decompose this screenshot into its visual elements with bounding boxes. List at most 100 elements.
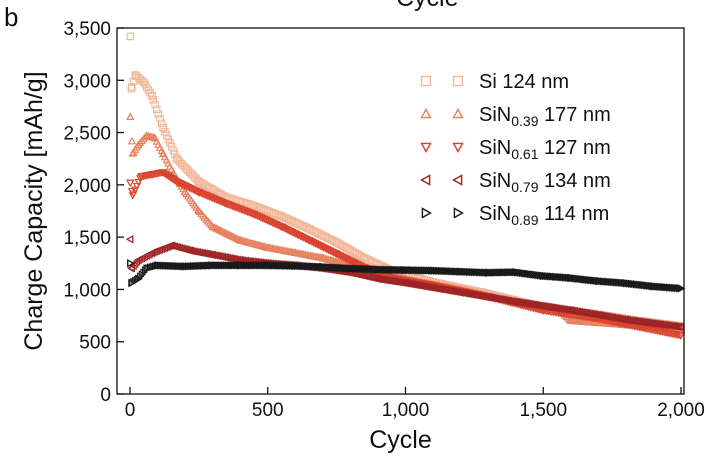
data-point (264, 261, 273, 270)
data-point (140, 78, 148, 87)
data-point (220, 228, 229, 236)
data-point (151, 100, 159, 109)
data-point (429, 266, 438, 275)
data-point (171, 150, 179, 159)
legend-marker (452, 75, 464, 87)
data-point (292, 261, 300, 271)
legend-marker (420, 75, 432, 87)
data-point (154, 261, 162, 270)
data-point (401, 279, 409, 288)
data-point (142, 131, 151, 139)
data-point (305, 225, 313, 233)
data-point (128, 149, 137, 157)
data-point (263, 243, 272, 251)
data-point (181, 262, 190, 271)
data-point (126, 112, 135, 120)
data-point (237, 261, 245, 270)
y-tick-label: 0 (100, 385, 111, 406)
data-point (456, 288, 464, 297)
data-point (277, 212, 286, 220)
data-point (194, 206, 204, 215)
y-tick-label: 3,000 (63, 71, 111, 92)
series-layer (125, 32, 686, 340)
data-point (373, 274, 382, 284)
data-point (134, 140, 143, 149)
legend-marker (421, 207, 432, 219)
legend-label: SiN0.61 127 nm (479, 137, 611, 162)
data-point (223, 229, 232, 238)
data-point (195, 177, 203, 186)
data-point (208, 250, 216, 260)
series-4 (127, 259, 686, 293)
data-point (304, 237, 314, 245)
legend-item: Si 124 nm (420, 71, 569, 93)
data-point (511, 297, 519, 307)
data-point (128, 83, 136, 91)
data-point (220, 199, 229, 208)
data-point (319, 262, 328, 272)
data-point (332, 238, 341, 247)
legend-label: SiN0.79 134 nm (479, 170, 611, 195)
data-point (566, 316, 575, 324)
x-axis-title: Cycle (369, 426, 432, 454)
data-point (128, 279, 136, 288)
data-point (231, 233, 241, 242)
x-tick-label: 1,000 (382, 400, 430, 421)
data-point (228, 232, 237, 240)
data-point (540, 271, 548, 280)
data-point (173, 154, 181, 163)
legend-marker (420, 174, 431, 186)
data-point (566, 306, 574, 315)
panel-label: b (4, 2, 18, 32)
x-tick-label: 2,000 (657, 400, 705, 421)
data-point (158, 149, 168, 157)
legend: Si 124 nm SiN0.39 177 nm SiN0.61 127 nm SiN… (420, 71, 611, 228)
data-point (156, 114, 164, 123)
data-point (157, 119, 166, 128)
data-point (217, 226, 226, 235)
data-point (136, 75, 144, 83)
y-tick-label: 3,500 (63, 19, 111, 40)
data-point (154, 110, 163, 118)
data-point (135, 274, 143, 284)
data-point (143, 83, 151, 92)
legend-label: Si 124 nm (479, 71, 569, 93)
legend-item: SiN0.61 127 nm (420, 137, 611, 162)
axes-layer: 0 500 1,000 1,500 2,000 2,500 3,000 3,500 0 500 1,… (63, 19, 704, 421)
x-tick-label: 1,500 (519, 400, 567, 421)
data-point (159, 123, 167, 132)
data-point (650, 282, 658, 291)
data-point (673, 322, 681, 331)
legend-item: SiN0.39 177 nm (420, 104, 611, 129)
data-point (222, 200, 231, 209)
data-point (567, 273, 576, 283)
data-point (166, 241, 175, 250)
data-point (675, 284, 684, 293)
data-point (167, 143, 176, 151)
data-point (194, 189, 204, 197)
data-point (332, 250, 341, 259)
data-point (164, 135, 173, 144)
data-point (126, 32, 135, 41)
data-point (172, 178, 181, 187)
data-point (150, 133, 159, 141)
data-point (677, 284, 686, 293)
y-tick-label: 1,000 (63, 280, 111, 301)
data-point (291, 248, 300, 256)
data-point (127, 259, 135, 268)
data-point (186, 246, 194, 255)
x-tick-label: 0 (125, 400, 136, 421)
data-point (147, 171, 157, 179)
data-point (250, 202, 258, 210)
data-point (218, 227, 227, 235)
data-point (162, 131, 171, 140)
data-point (236, 235, 245, 244)
data-point (136, 173, 146, 181)
data-point (133, 256, 142, 265)
data-point (169, 146, 178, 155)
data-point (149, 96, 158, 104)
data-point (161, 127, 169, 136)
legend-marker (452, 174, 463, 186)
data-point (158, 169, 168, 177)
